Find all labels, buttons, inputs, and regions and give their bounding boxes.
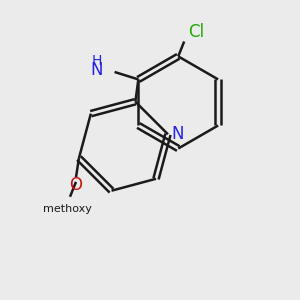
Text: Cl: Cl	[188, 23, 204, 41]
Text: methoxy: methoxy	[43, 204, 92, 214]
Text: H: H	[92, 54, 102, 68]
Text: N: N	[172, 125, 184, 143]
Text: O: O	[70, 176, 83, 194]
Text: N: N	[91, 61, 103, 80]
